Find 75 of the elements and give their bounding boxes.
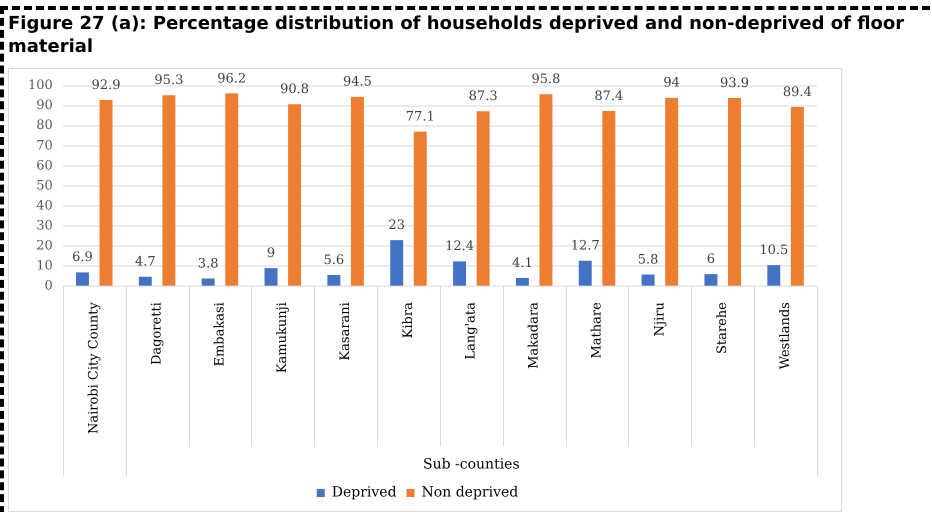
data-label: 89.4 [782,84,812,100]
x-tick-label: Starehe [715,302,730,354]
bar [728,98,741,286]
bar [516,278,529,286]
data-label: 96.2 [217,71,246,86]
bar [288,104,302,286]
bar [327,274,340,286]
data-label: 95.8 [531,72,560,88]
data-label: 4.1 [512,256,533,271]
data-label: 9 [266,246,276,262]
data-label: 92.9 [92,78,120,93]
y-tick-label: 0 [44,278,53,294]
bar [202,278,215,286]
bar [162,95,176,286]
y-tick-label: 90 [36,98,53,114]
data-label: 12.7 [570,238,600,254]
data-label: 94.5 [342,74,372,90]
x-tick-label: Lang'ata [464,302,479,360]
data-label: 87.4 [594,88,624,104]
x-tick-label: Mathare [589,302,604,358]
y-tick-label: 100 [28,78,53,94]
bar [76,272,89,286]
bar [665,98,678,286]
bar [790,107,804,286]
bar [476,111,490,286]
bar [100,100,113,286]
data-label: 12.4 [445,239,474,254]
data-label: 77.1 [406,110,435,125]
bar [767,265,780,286]
data-label: 5.6 [324,252,344,268]
bar [539,94,552,286]
data-label: 23 [388,218,405,233]
legend-label: Deprived [332,484,397,501]
bar [578,260,592,286]
data-label: 93.9 [720,76,749,91]
data-label: 87.3 [468,89,498,104]
data-label: 3.8 [198,256,218,272]
y-tick-label: 30 [36,218,53,234]
x-tick-label: Njiru [652,302,668,336]
x-tick-label: Nairobi City County [86,302,102,434]
x-axis-title: Sub -counties [423,456,520,473]
bar [264,268,278,286]
bar [642,274,655,286]
legend-label: Non deprived [422,484,518,501]
data-label: 10.5 [759,243,788,258]
x-tick-label: Dagoretti [149,302,164,366]
data-label: 6 [706,252,716,268]
x-tick-label: Westlands [778,302,793,370]
data-label: 95.3 [154,73,184,88]
bar [225,93,238,286]
y-tick-label: 20 [36,238,53,254]
bar [390,240,404,286]
x-tick-label: Embakasi [212,302,228,367]
data-label: 5.8 [638,252,658,268]
bar [704,274,718,286]
data-label: 6.9 [72,250,93,266]
y-tick-label: 10 [36,258,53,274]
chart-title: Figure 27 (a): Percentage distribution of households deprived and non-deprived of floor material [8,12,906,58]
bar [414,132,427,286]
bar [602,111,616,286]
data-label: 94 [663,76,680,91]
bar [350,96,364,286]
x-tick-label: Makadara [526,302,542,369]
data-label: 90.8 [280,82,310,98]
y-tick-label: 80 [36,118,53,134]
y-tick-label: 50 [36,178,53,194]
bar [138,276,152,286]
x-tick-label: Kamukunji [275,302,290,374]
x-tick-label: Kibra [400,302,416,338]
y-tick-label: 70 [36,138,53,154]
y-tick-label: 60 [36,158,53,174]
bar [453,261,466,286]
x-tick-label: Kasarani [338,302,354,361]
y-tick-label: 40 [36,198,53,214]
data-label: 4.7 [134,254,156,270]
